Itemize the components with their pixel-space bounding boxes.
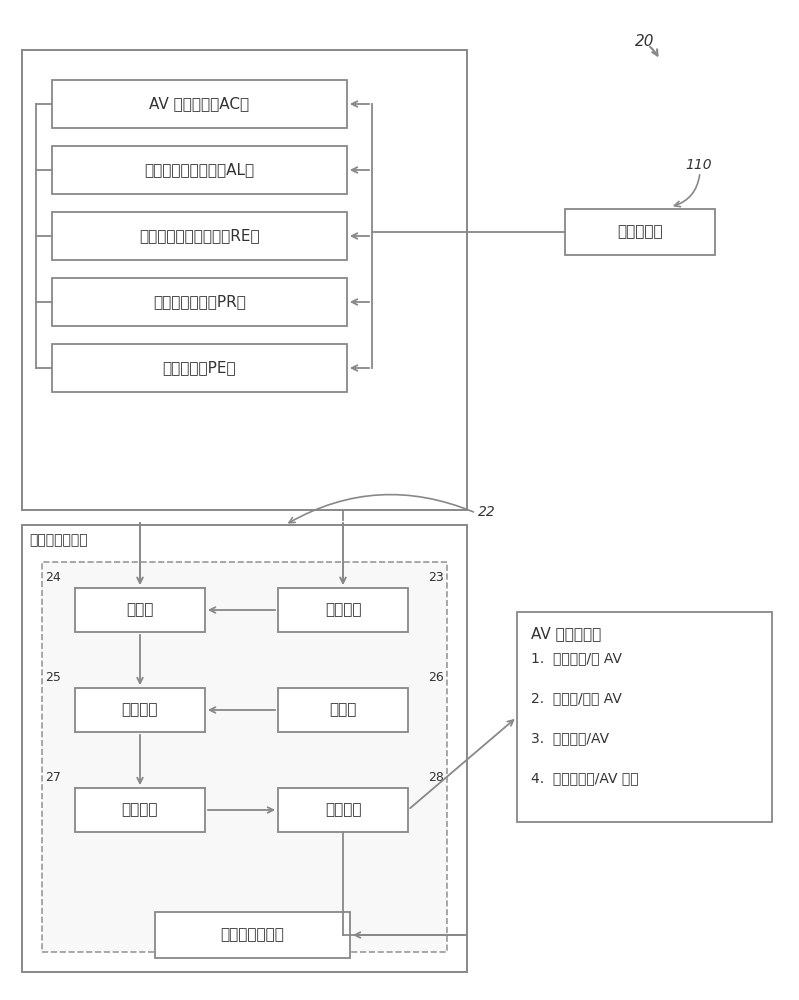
FancyBboxPatch shape (278, 788, 408, 832)
Text: AV 置信因子（AC）: AV 置信因子（AC） (149, 97, 249, 111)
Text: 28: 28 (428, 771, 444, 784)
Text: 模糊器: 模糊器 (126, 602, 153, 617)
Text: AV 控制决策：: AV 控制决策： (531, 626, 602, 641)
Text: 模糊逻辑处理器: 模糊逻辑处理器 (29, 533, 88, 547)
Text: 规则库: 规则库 (329, 702, 356, 718)
Text: 危险因子（PE）: 危险因子（PE） (163, 360, 237, 375)
FancyBboxPatch shape (52, 344, 347, 392)
Text: 推理引擎: 推理引擎 (121, 702, 158, 718)
Text: 3.  部分人工/AV: 3. 部分人工/AV (531, 731, 609, 745)
Text: 22: 22 (478, 505, 495, 519)
Text: 20: 20 (635, 34, 654, 49)
FancyBboxPatch shape (75, 788, 205, 832)
FancyBboxPatch shape (278, 688, 408, 732)
Text: 110: 110 (685, 158, 712, 172)
FancyBboxPatch shape (52, 212, 347, 260)
FancyBboxPatch shape (52, 278, 347, 326)
Text: 解模糊器: 解模糊器 (121, 802, 158, 818)
Text: 2.  无人工/完全 AV: 2. 无人工/完全 AV (531, 691, 622, 705)
Text: 27: 27 (45, 771, 61, 784)
Text: 脆性输出: 脆性输出 (324, 802, 361, 818)
Text: 4.  完全驾驶员/AV 辅助: 4. 完全驾驶员/AV 辅助 (531, 771, 638, 785)
FancyBboxPatch shape (75, 588, 205, 632)
Text: 历史数据存储器: 历史数据存储器 (221, 928, 284, 942)
Text: 23: 23 (428, 571, 444, 584)
FancyBboxPatch shape (565, 209, 715, 255)
Text: 驾驶员准备状态因子（RE）: 驾驶员准备状态因子（RE） (139, 229, 260, 243)
Text: 26: 26 (428, 671, 444, 684)
Text: 驾驶员警觉性因子（AL）: 驾驶员警觉性因子（AL） (145, 162, 255, 178)
Text: 动作概率因子（PR）: 动作概率因子（PR） (153, 294, 246, 310)
FancyBboxPatch shape (22, 50, 467, 510)
FancyBboxPatch shape (517, 612, 772, 822)
FancyBboxPatch shape (52, 80, 347, 128)
FancyBboxPatch shape (155, 912, 350, 958)
FancyBboxPatch shape (22, 525, 467, 972)
FancyBboxPatch shape (278, 588, 408, 632)
Text: 25: 25 (45, 671, 61, 684)
FancyBboxPatch shape (52, 146, 347, 194)
Text: 数据收集器: 数据收集器 (617, 225, 663, 239)
Text: 脆性输入: 脆性输入 (324, 602, 361, 617)
FancyBboxPatch shape (42, 562, 447, 952)
FancyBboxPatch shape (75, 688, 205, 732)
Text: 24: 24 (45, 571, 61, 584)
Text: 1.  完全人工/无 AV: 1. 完全人工/无 AV (531, 651, 622, 665)
